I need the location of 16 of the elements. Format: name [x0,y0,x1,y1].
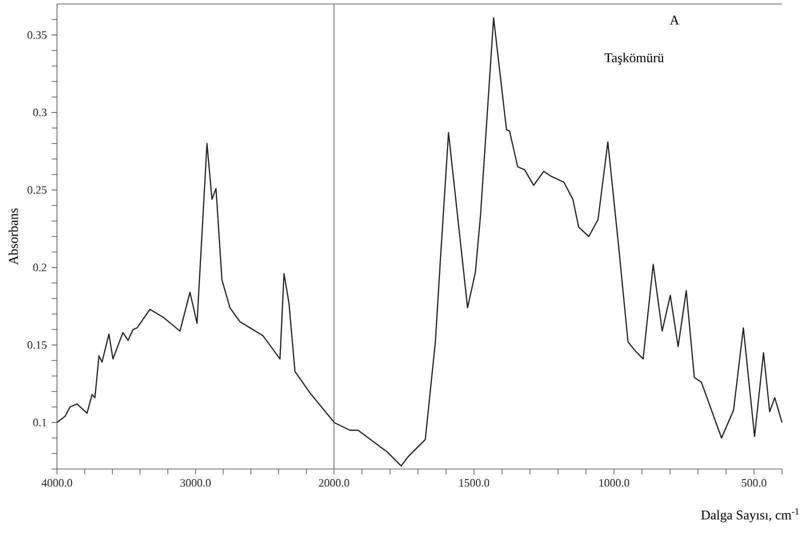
y-tick-label: 0.2 [33,264,46,272]
y-tick-label: 0.15 [28,341,47,349]
x-axis-title: Dalga Sayısı, cm$^{-1}$ [701,508,799,522]
y-tick-label: 0.1 [33,418,46,426]
x-tick-label: 3000.0 [180,479,211,487]
x-tick-label: 2000.0 [318,479,350,487]
y-tick-label: 0.3 [33,108,47,116]
y-tick-label: 0.25 [28,186,47,194]
x-tick-label: 1500.0 [459,479,490,487]
x-tick-label: 1000.0 [599,479,630,487]
annotation: A [670,16,680,24]
y-tick-label: 0.35 [28,31,47,39]
x-tick-label: 4000.0 [42,479,72,487]
annotation: Taşkömürü [604,52,664,65]
x-tick-label: 500.0 [742,479,766,487]
y-axis-title: Absorbans [8,208,18,265]
